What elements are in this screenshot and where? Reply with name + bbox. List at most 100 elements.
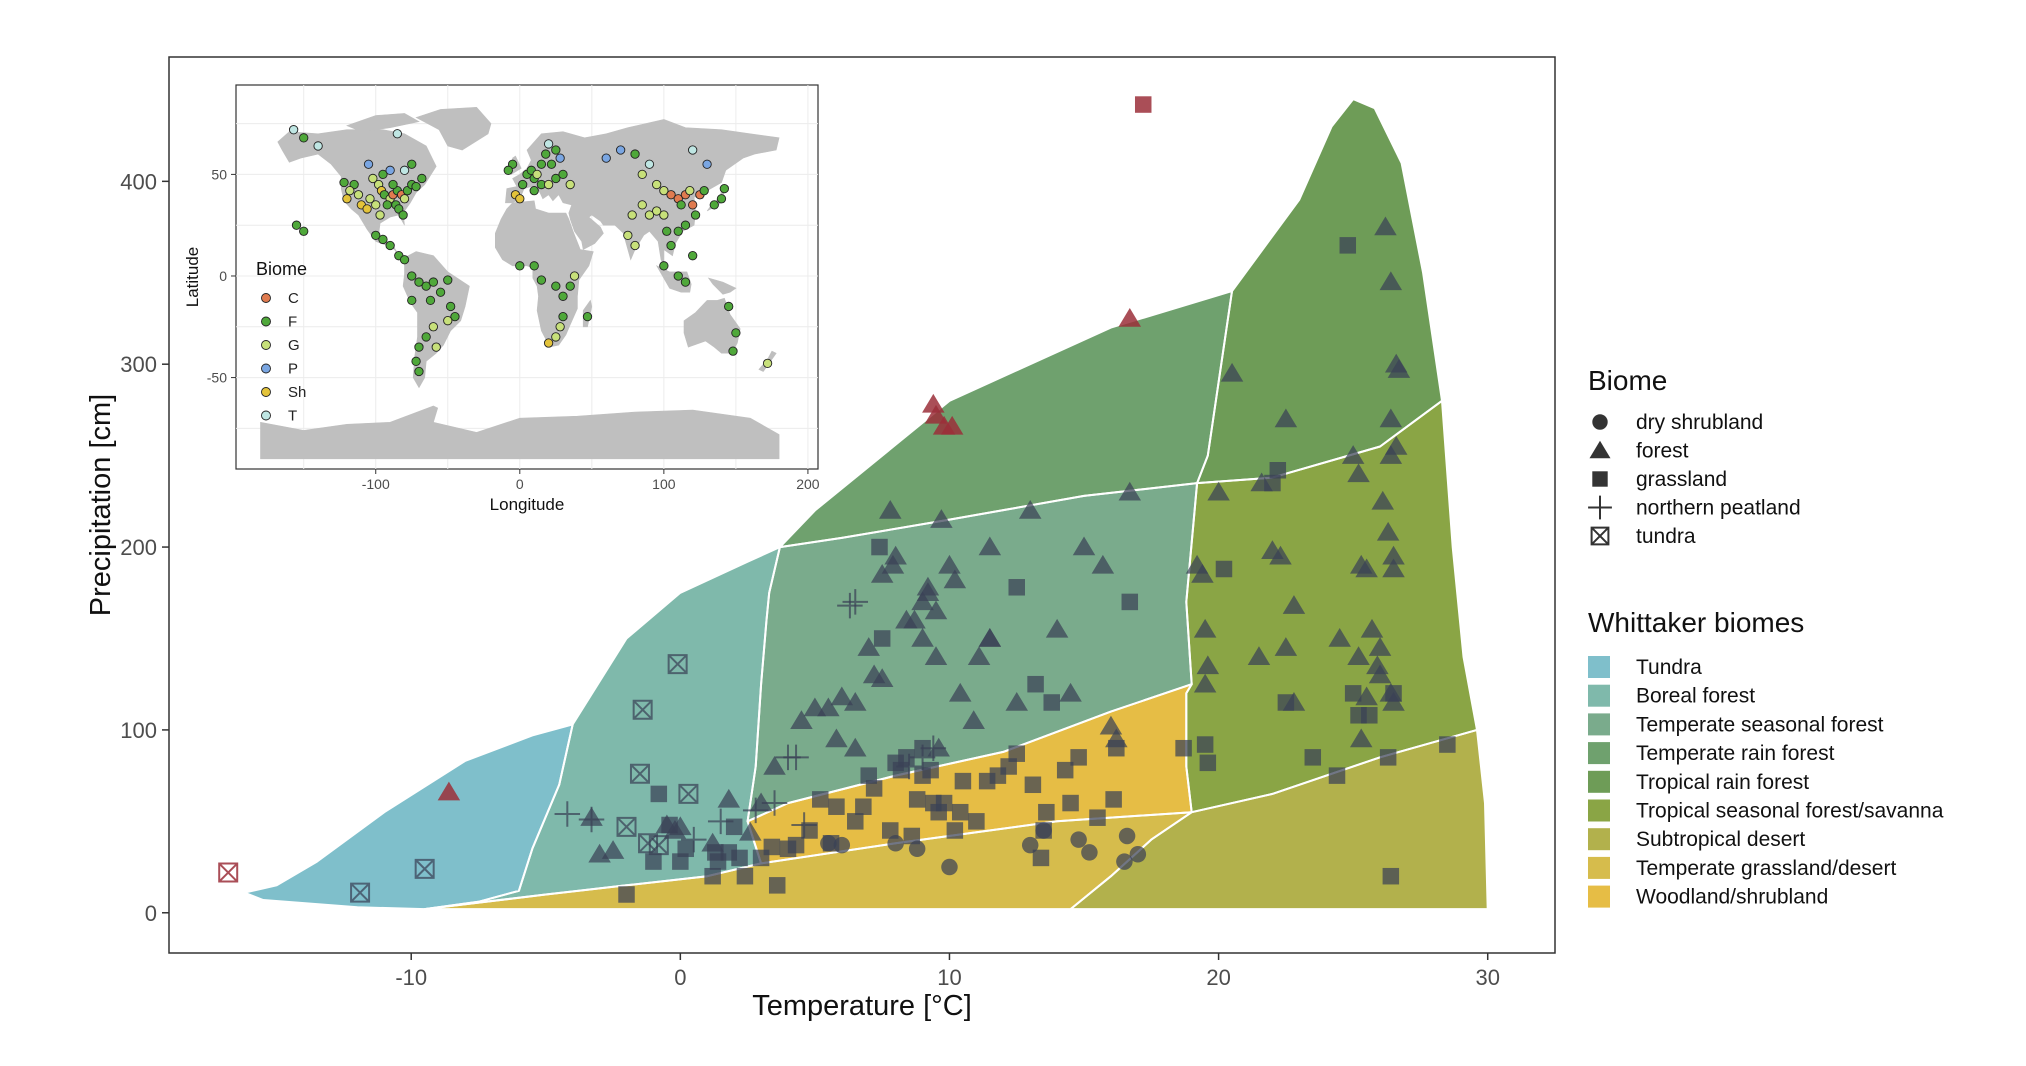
point-grassland [922,761,939,779]
point-forest [1360,618,1384,638]
point-grassland [1038,803,1055,821]
inset-site-F [536,275,547,285]
point-forest [1379,408,1403,428]
land-australia [683,297,741,354]
point-grassland [1277,694,1295,711]
inset-site-F [659,261,669,271]
legend-biome-shapes: Biome dry shrubland forest grassland norther… [1588,365,1801,548]
point-forest [717,788,741,808]
point-dry-shrubland [1070,831,1087,848]
point-forest [1349,728,1373,748]
point-forest [1341,445,1365,464]
y-tick-label: 0 [145,901,157,926]
inset-site-Sh [362,204,372,214]
inset-site-F [666,240,676,251]
inset-site-F [388,179,398,190]
inset-site-F [719,183,730,194]
point-grassland [1008,745,1025,762]
biome-region-boreal-forest [424,547,780,910]
inset-site-F [299,133,309,143]
point-grassland [860,767,877,784]
y-tick-label: 200 [120,535,157,560]
inset-site-G [375,210,385,220]
point-grassland [1385,685,1402,702]
inset-site-F [407,295,417,306]
point-grassland [1105,791,1122,808]
point-forest [978,627,1002,647]
inset-site-P [555,153,565,163]
inset-site-F [536,159,547,169]
point-dry-shrubland [887,835,904,852]
inset-x-tick-label: 0 [516,476,524,492]
inset-site-F [382,200,392,210]
point-forest [1382,558,1405,578]
inset-site-F [558,169,568,180]
legend-label-grassland: grassland [1636,468,1727,491]
point-forest [1368,664,1392,684]
point-forest [1274,408,1298,428]
point-grassland [1439,736,1456,753]
x-axis-title: Temperature [°C] [752,990,972,1022]
main-data-points [218,96,1456,903]
y-tick-label: 400 [120,169,157,194]
point-grassland [768,877,786,894]
point-dry-shrubland [941,858,958,876]
point-forest [1387,359,1411,378]
inset-x-axis-title: Longitude [490,495,565,514]
inset-site-G [659,186,669,196]
inset-legend-label-P: P [288,361,298,378]
point-grassland [951,803,969,821]
point-forest [1196,655,1220,675]
point-grassland [828,798,845,815]
inset-site-F [529,186,539,196]
point-forest [1368,637,1392,656]
legend-label-temperate-seasonal-forest: Temperate seasonal forest [1636,713,1884,736]
y-tick-label: 300 [120,352,157,377]
point-forest [911,627,934,647]
inset-y-tick-label: -50 [207,370,227,386]
point-grassland [1000,758,1017,775]
point-northern-peatland [707,808,734,835]
legend-label-subtropical-desert: Subtropical desert [1636,828,1805,851]
inset-site-G [345,186,355,196]
point-grassland [1196,736,1214,753]
point-forest [940,415,964,435]
point-forest [817,697,840,717]
inset-site-F [680,277,691,287]
point-forest [1091,554,1115,574]
point-northern-peatland [681,826,707,853]
inset-site-F [731,328,741,338]
y-tick-label: 100 [120,718,157,743]
inset-site-F [417,173,427,184]
x-tick-label: 10 [937,965,961,990]
point-forest [943,569,967,589]
land-new-guinea [707,277,737,295]
inset-site-G [623,230,633,240]
inset-site-P [702,159,712,169]
inset-site-P [363,159,374,169]
inset-legend-label-T: T [288,408,297,425]
inset-site-F [378,169,388,180]
inset-site-F [558,311,568,322]
inset-y-tick-label: 50 [211,166,227,182]
point-forest [1193,618,1217,638]
inset-site-Sh [342,194,352,204]
x-tick-label: 30 [1475,965,1499,990]
point-forest [1376,521,1400,541]
legend-swatch-woodland-shrubland [1588,885,1610,908]
point-tundra [616,816,637,837]
inset-site-F [443,275,453,285]
inset-site-F [414,366,424,377]
point-grassland [946,822,964,839]
point-grassland [645,853,662,870]
point-grassland [855,798,872,815]
point-northern-peatland [554,801,581,827]
inset-site-C [688,200,698,210]
inset-site-F [407,159,417,169]
inset-site-G [532,169,542,180]
point-forest [1207,481,1230,501]
inset-site-F [515,261,525,271]
legend-label-temperate-grassland-desert: Temperate grassland/desert [1636,857,1896,880]
